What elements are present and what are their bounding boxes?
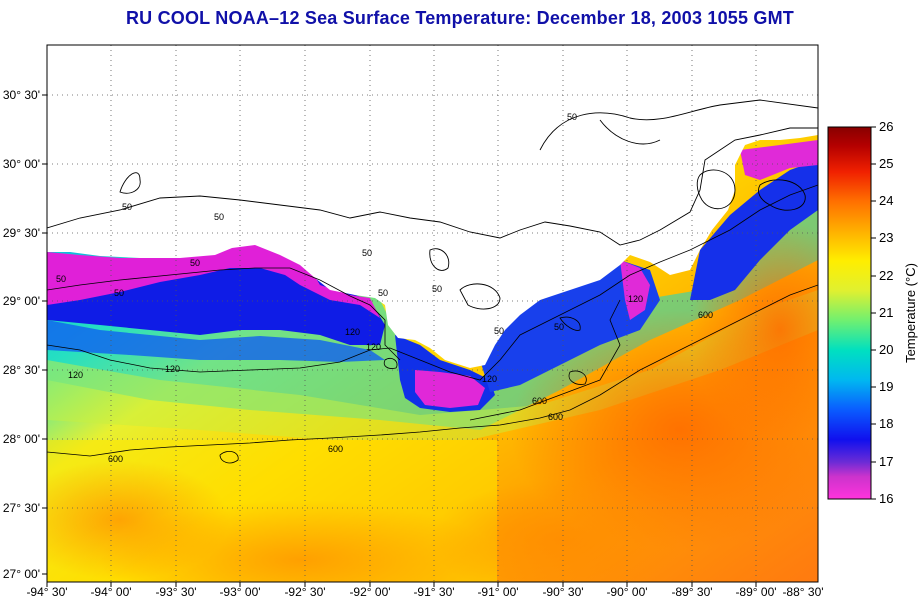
contour-label: 600	[532, 396, 547, 406]
colorbar-tick-label: 24	[879, 193, 893, 208]
contour-label: 50	[432, 284, 442, 294]
x-tick-label: -93° 00'	[219, 585, 260, 599]
colorbar-ticks	[871, 126, 876, 500]
coastline-and-isobaths	[47, 99, 818, 310]
cold-water-gradient	[47, 320, 385, 362]
contour-label: 120	[628, 294, 643, 304]
colorbar-scale	[827, 126, 872, 500]
y-tick-label: 27° 00'	[3, 567, 40, 581]
warm-south-central	[430, 480, 690, 582]
contour-label: 50	[56, 274, 66, 284]
contour-labels: 50 50 50 50 50 50 50 50 50 50 50 120 120…	[56, 112, 713, 464]
coldest-delta-patch	[620, 260, 650, 320]
mid-temperature-band	[47, 290, 818, 440]
contour-label: 50	[362, 248, 372, 258]
x-tick-label: -89° 30'	[671, 585, 712, 599]
contour-label: 120	[482, 374, 497, 384]
contour-label: 50	[214, 212, 224, 222]
x-tick-label: -88° 30'	[782, 585, 823, 599]
y-tick-label: 28° 30'	[3, 363, 40, 377]
contour-label: 120	[68, 370, 83, 380]
x-tick-label: -91° 30'	[413, 585, 454, 599]
x-axis-labels: -94° 30' -94° 00' -93° 30' -93° 00' -92°…	[26, 585, 823, 599]
colorbar-title: Temperature (°C)	[903, 263, 918, 363]
colorbar-tick-label: 25	[879, 156, 893, 171]
colorbar-tick-label: 18	[879, 416, 893, 431]
colorbar-tick-label: 17	[879, 454, 893, 469]
colorbar-tick-label: 23	[879, 230, 893, 245]
cold-water-east	[690, 160, 818, 300]
x-tick-label: -94° 00'	[90, 585, 131, 599]
colorbar: 26 25 24 23 22 21 20 19 18 17 16 Tempera…	[827, 119, 918, 506]
coldest-nearshore-east	[740, 140, 818, 180]
y-tick-label: 28° 00'	[3, 432, 40, 446]
contour-label: 50	[567, 112, 577, 122]
contour-label: 50	[122, 202, 132, 212]
y-axis-labels: 30° 30' 30° 00' 29° 30' 29° 00' 28° 30' …	[3, 88, 40, 581]
map-title: RU COOL NOAA–12 Sea Surface Temperature:…	[125, 8, 794, 28]
map-area: 50 50 50 50 50 50 50 50 50 50 50 120 120…	[47, 45, 818, 582]
colorbar-tick-label: 20	[879, 342, 893, 357]
x-tick-label: -94° 30'	[26, 585, 67, 599]
depth-contours	[47, 184, 818, 464]
y-tick-label: 30° 00'	[3, 157, 40, 171]
x-tick-label: -93° 30'	[155, 585, 196, 599]
x-tick-label: -92° 00'	[349, 585, 390, 599]
map-frame	[46, 44, 819, 583]
contour-label: 600	[108, 454, 123, 464]
colorbar-tick-label: 19	[879, 379, 893, 394]
colorbar-tick-label: 16	[879, 491, 893, 506]
colorbar-tick-label: 22	[879, 268, 893, 283]
x-tick-label: -89° 00'	[735, 585, 776, 599]
coldest-bay-patch	[415, 370, 485, 408]
y-tick-label: 27° 30'	[3, 501, 40, 515]
contour-label: 50	[190, 258, 200, 268]
contour-label: 120	[345, 327, 360, 337]
colorbar-tick-label: 21	[879, 305, 893, 320]
y-tick-label: 30° 30'	[3, 88, 40, 102]
contour-label: 50	[114, 288, 124, 298]
cool-shelf-band	[47, 180, 818, 430]
warm-southwest	[47, 460, 230, 580]
contour-label: 50	[554, 322, 564, 332]
contour-label: 50	[494, 326, 504, 336]
y-tick-label: 29° 00'	[3, 294, 40, 308]
colorbar-tick-label: 26	[879, 119, 893, 134]
x-tick-label: -92° 30'	[284, 585, 325, 599]
land-interior	[47, 45, 818, 262]
x-tick-label: -90° 30'	[542, 585, 583, 599]
contour-label: 600	[548, 412, 563, 422]
contour-label: 120	[366, 342, 381, 352]
lat-lon-grid	[47, 45, 818, 582]
cold-water-delta	[480, 260, 660, 392]
y-tick-label: 29° 30'	[3, 226, 40, 240]
x-tick-label: -90° 00'	[606, 585, 647, 599]
axis-ticks	[42, 94, 757, 587]
x-tick-label: -91° 00'	[477, 585, 518, 599]
contour-label: 120	[165, 364, 180, 374]
contour-label: 600	[698, 310, 713, 320]
contour-label: 600	[328, 444, 343, 454]
contour-label: 50	[378, 288, 388, 298]
